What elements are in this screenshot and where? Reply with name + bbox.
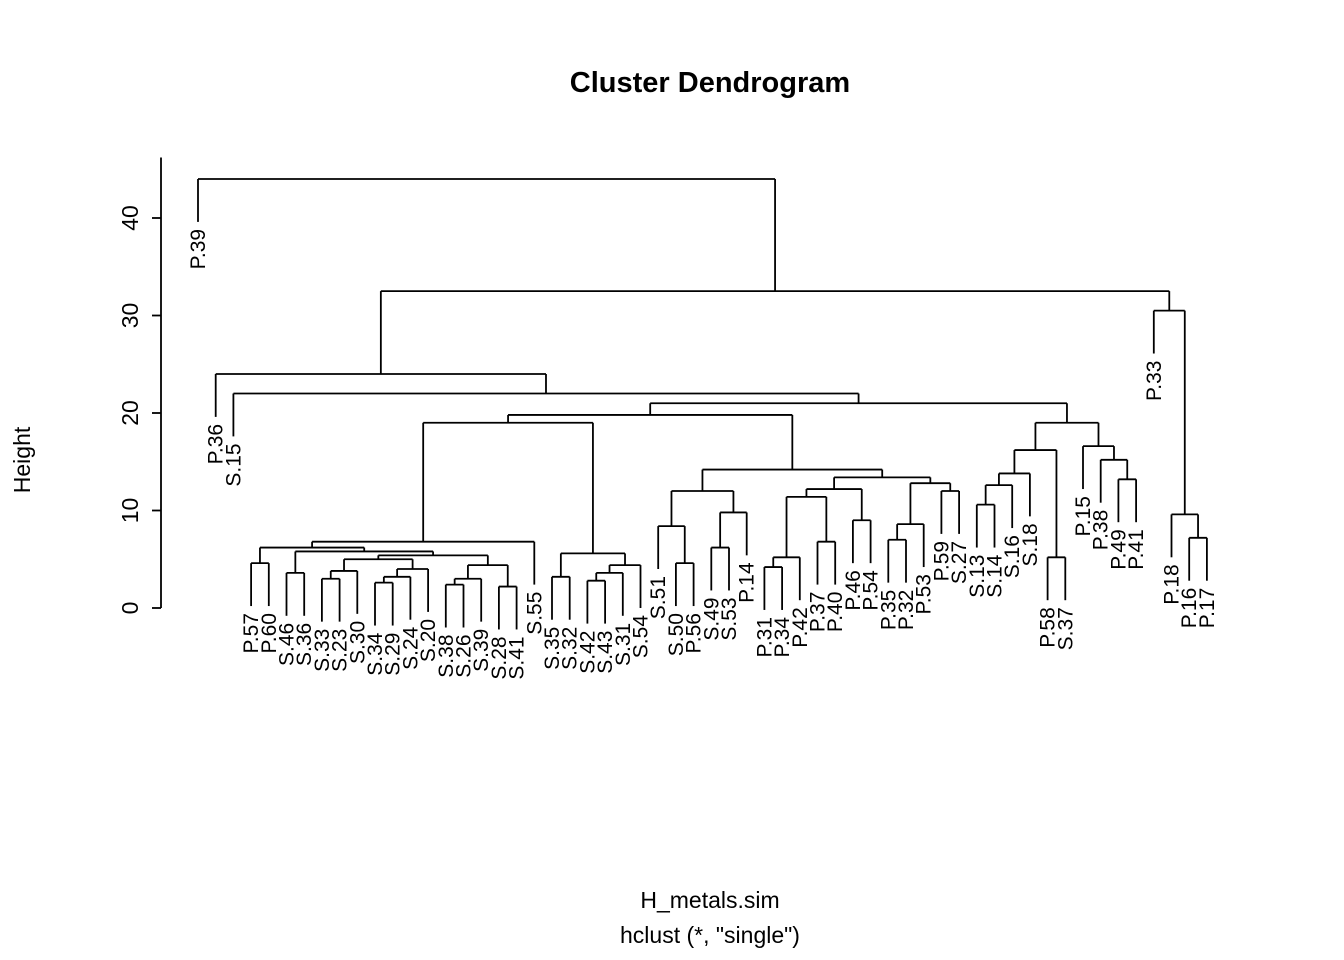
leaf-label-P.17: P.17 bbox=[1196, 588, 1219, 629]
leaf-label-P.15: P.15 bbox=[1072, 496, 1095, 537]
leaf-label-S.15: S.15 bbox=[222, 443, 245, 486]
x-axis-label-dataset: H_metals.sim bbox=[640, 887, 779, 913]
leaf-label-S.34: S.34 bbox=[364, 632, 387, 676]
leaf-label-P.32: P.32 bbox=[895, 590, 918, 631]
leaf-label-S.13: S.13 bbox=[966, 555, 989, 598]
leaf-label-P.40: P.40 bbox=[824, 592, 847, 633]
leaf-label-P.35: P.35 bbox=[877, 590, 900, 631]
leaf-label-P.46: P.46 bbox=[842, 570, 865, 611]
y-axis-tick-label-0: 0 bbox=[117, 602, 143, 615]
x-axis-label-method: hclust (*, "single") bbox=[620, 922, 800, 948]
plot-title: Cluster Dendrogram bbox=[570, 67, 850, 99]
leaf-label-P.38: P.38 bbox=[1090, 510, 1113, 551]
leaf-label-S.43: S.43 bbox=[594, 631, 617, 674]
leaf-label-S.27: S.27 bbox=[948, 541, 971, 584]
leaf-label-P.53: P.53 bbox=[913, 574, 936, 615]
leaf-label-S.16: S.16 bbox=[1001, 535, 1024, 578]
y-axis-tick-label-30: 30 bbox=[117, 303, 143, 329]
leaf-label-P.14: P.14 bbox=[736, 562, 759, 603]
y-axis: 0 10 20 30 40 bbox=[117, 157, 162, 615]
leaf-label-P.36: P.36 bbox=[205, 424, 228, 465]
leaf-label-P.37: P.37 bbox=[807, 592, 830, 633]
leaf-label-P.59: P.59 bbox=[930, 541, 953, 582]
leaf-label-S.29: S.29 bbox=[382, 633, 405, 676]
leaf-label-P.56: P.56 bbox=[683, 613, 706, 654]
leaf-label-S.46: S.46 bbox=[276, 623, 299, 666]
y-axis-label: Height bbox=[9, 426, 35, 493]
y-axis-tick-label-40: 40 bbox=[117, 205, 143, 231]
leaf-label-S.14: S.14 bbox=[984, 554, 1007, 598]
leaf-label-S.28: S.28 bbox=[488, 636, 511, 679]
leaf-label-S.53: S.53 bbox=[718, 597, 741, 640]
leaf-label-S.38: S.38 bbox=[435, 635, 458, 678]
leaf-label-P.60: P.60 bbox=[258, 613, 281, 654]
leaf-label-S.42: S.42 bbox=[576, 631, 599, 674]
leaf-label-P.49: P.49 bbox=[1107, 529, 1130, 570]
leaf-label-P.34: P.34 bbox=[771, 617, 794, 658]
leaf-label-S.49: S.49 bbox=[700, 597, 723, 640]
leaf-label-P.16: P.16 bbox=[1178, 588, 1201, 629]
leaf-label-P.41: P.41 bbox=[1125, 529, 1148, 570]
leaf-label-S.32: S.32 bbox=[559, 627, 582, 670]
leaf-label-S.54: S.54 bbox=[630, 615, 653, 659]
y-axis-tick-label-10: 10 bbox=[117, 498, 143, 524]
leaf-label-S.23: S.23 bbox=[329, 629, 352, 672]
leaf-label-S.20: S.20 bbox=[417, 619, 440, 662]
leaf-label-P.58: P.58 bbox=[1037, 607, 1060, 648]
leaf-label-P.57: P.57 bbox=[240, 613, 263, 654]
leaf-label-S.30: S.30 bbox=[346, 621, 369, 664]
leaf-labels: P.39 P.36S.15 P.57P.60S.46S.36S.33S.23S.30… bbox=[187, 229, 1219, 680]
leaf-label-P.18: P.18 bbox=[1161, 564, 1184, 605]
leaf-label-S.35: S.35 bbox=[541, 627, 564, 670]
leaf-label-P.31: P.31 bbox=[753, 617, 776, 658]
leaf-label-S.26: S.26 bbox=[453, 635, 476, 678]
leaf-label-S.31: S.31 bbox=[612, 623, 635, 666]
leaf-label-P.42: P.42 bbox=[789, 607, 812, 648]
leaf-label-P.39: P.39 bbox=[187, 229, 210, 270]
leaf-label-S.36: S.36 bbox=[293, 623, 316, 666]
leaf-label-P.54: P.54 bbox=[860, 570, 883, 611]
leaf-label-S.55: S.55 bbox=[523, 592, 546, 635]
y-axis-tick-label-20: 20 bbox=[117, 400, 143, 426]
leaf-label-P.33: P.33 bbox=[1143, 361, 1166, 402]
leaf-label-S.18: S.18 bbox=[1019, 523, 1042, 566]
leaf-label-S.33: S.33 bbox=[311, 629, 334, 672]
leaf-label-S.39: S.39 bbox=[470, 629, 493, 672]
leaf-label-S.51: S.51 bbox=[647, 576, 670, 619]
leaf-label-S.50: S.50 bbox=[665, 613, 688, 656]
leaf-label-S.41: S.41 bbox=[506, 636, 529, 679]
dendrogram-branches bbox=[197, 178, 1208, 630]
leaf-label-S.37: S.37 bbox=[1054, 607, 1077, 650]
leaf-label-S.24: S.24 bbox=[399, 626, 422, 670]
